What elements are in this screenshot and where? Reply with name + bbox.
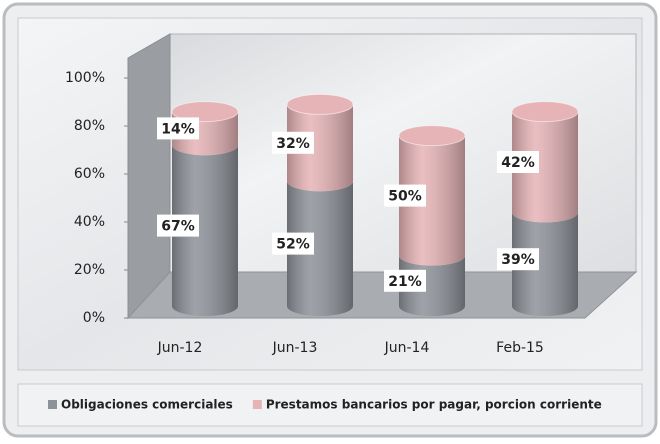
x-tick-label: Jun-12 [157,340,203,356]
data-label: 52% [276,237,310,253]
label-box [384,269,426,292]
label-box [272,232,314,255]
data-label: 21% [388,274,422,290]
legend-box [17,383,643,427]
y-tick-label: 40% [74,214,105,230]
x-tick-label: Feb-15 [496,340,544,356]
x-tick-label: Jun-14 [384,340,430,356]
data-label: 39% [501,252,535,268]
legend-swatch [48,400,57,409]
label-box [157,214,199,237]
data-label: 14% [161,121,195,137]
legend-label: Prestamos bancarios por pagar, porcion c… [266,398,602,412]
cylinder-shade [512,111,578,223]
side-wall [127,33,171,320]
y-tick-label: 80% [74,118,105,134]
label-box [157,117,199,140]
cylinder-top [286,93,354,115]
data-label: 67% [161,219,195,235]
y-tick-label: 20% [74,262,105,278]
legend-label: Obligaciones comerciales [61,398,233,412]
label-box [384,184,426,207]
cylinder-top [398,125,466,147]
y-tick-label: 0% [83,310,105,326]
label-box [497,151,539,173]
data-label: 32% [276,136,310,152]
y-tick-label: 60% [74,166,105,182]
cylinder-shade [399,135,465,266]
label-box [497,248,539,271]
legend-swatch [252,400,262,409]
cylinder-top [511,101,579,123]
cylinder-top [171,101,239,123]
cylinder-shade [512,212,578,316]
data-label: 42% [501,155,535,171]
floor [126,271,638,319]
cylinder-shade [172,145,238,316]
label-box [272,131,314,154]
x-tick-label: Jun-13 [272,340,318,356]
cylinder-shade [287,181,353,316]
data-label: 50% [388,189,422,205]
cylinder-shade [287,104,353,192]
y-tick-label: 100% [65,70,105,86]
